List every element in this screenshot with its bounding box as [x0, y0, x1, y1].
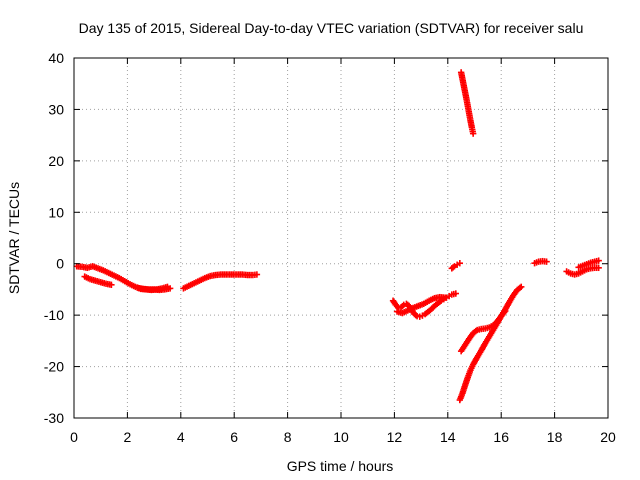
y-tick-label: 10	[48, 204, 64, 220]
y-tick-label: 40	[48, 50, 64, 66]
series-arc-11	[531, 257, 550, 267]
data-point	[253, 271, 261, 278]
x-axis-label: GPS time / hours	[287, 458, 394, 474]
series-arc-3	[134, 284, 174, 294]
series-arc-10	[457, 307, 509, 355]
x-tick-label: 8	[284, 429, 292, 445]
data-point	[595, 257, 602, 264]
y-tick-label: -20	[44, 359, 64, 375]
grid	[74, 58, 608, 418]
data-point	[501, 309, 508, 316]
series-arc-2	[81, 273, 115, 288]
data-point	[166, 285, 174, 292]
x-tick-label: 12	[387, 429, 403, 445]
data-point	[502, 307, 509, 315]
series-arc-4	[180, 271, 261, 292]
data-point	[469, 130, 477, 137]
y-tick-label: -10	[44, 307, 64, 323]
data-points	[73, 69, 602, 404]
x-tick-label: 18	[547, 429, 563, 445]
y-tick-label: 30	[48, 101, 64, 117]
data-point	[595, 264, 602, 272]
x-tick-label: 4	[177, 429, 185, 445]
data-point	[108, 281, 115, 288]
y-tick-label: 0	[56, 256, 64, 272]
chart-title: Day 135 of 2015, Sidereal Day-to-day VTE…	[79, 20, 584, 36]
x-tick-label: 14	[440, 429, 456, 445]
x-tick-label: 0	[70, 429, 78, 445]
data-point	[452, 290, 460, 297]
x-tick-label: 6	[230, 429, 238, 445]
data-point	[518, 283, 525, 291]
x-tick-label: 20	[600, 429, 616, 445]
y-tick-label: -30	[44, 410, 64, 426]
x-tick-label: 10	[333, 429, 349, 445]
data-point	[456, 260, 464, 267]
series-arc-13	[575, 257, 602, 271]
series-arc-12	[563, 264, 602, 278]
axis-ticks: 0 2 4 6 8 10 12 14 16 18 20 -30 -20 -10 0 10 20 30 40	[44, 50, 616, 445]
y-tick-label: 20	[48, 153, 64, 169]
series-arc-6	[393, 293, 449, 317]
y-axis-label: SDTVAR / TECUs	[6, 182, 22, 294]
data-point	[543, 258, 550, 265]
series-arc-7	[448, 260, 464, 272]
data-point	[441, 294, 449, 301]
x-tick-label: 16	[493, 429, 509, 445]
x-tick-label: 2	[124, 429, 132, 445]
series-arc-8	[457, 69, 477, 137]
